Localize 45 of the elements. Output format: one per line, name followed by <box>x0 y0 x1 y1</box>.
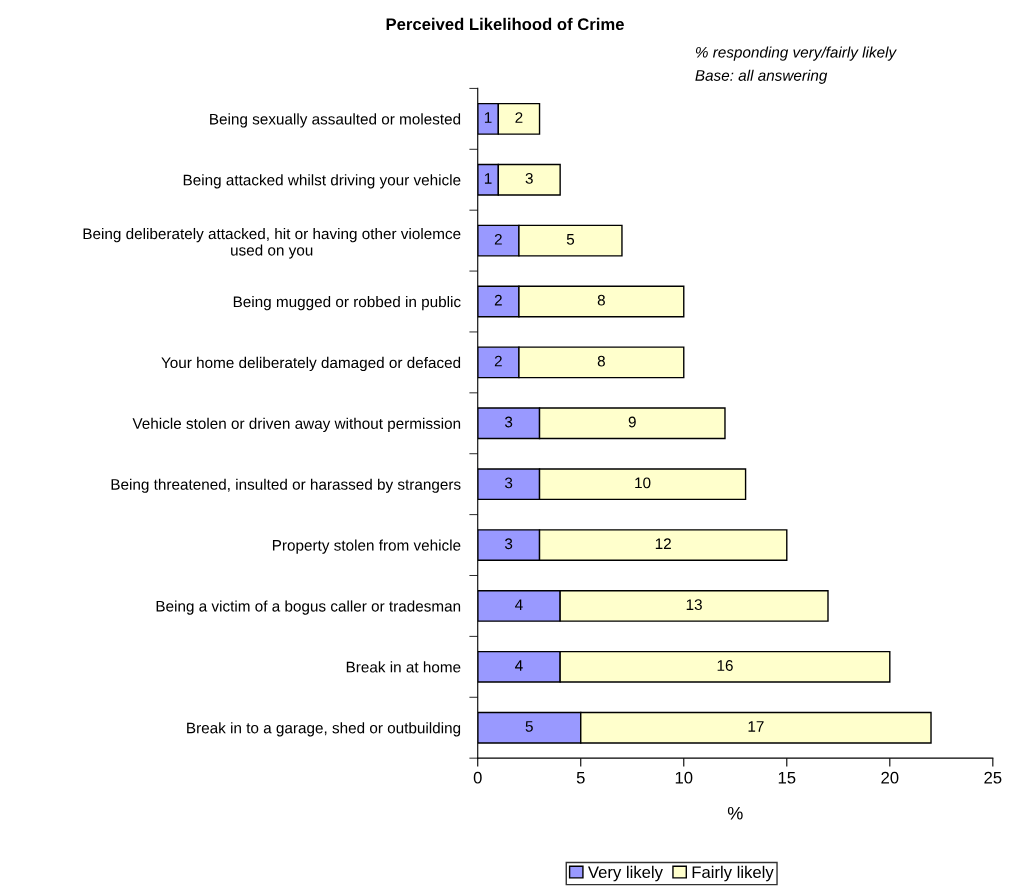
data-label: 4 <box>515 660 523 671</box>
data-label: 8 <box>597 355 605 367</box>
x-tick-label: 25 <box>984 771 1002 784</box>
data-label: 4 <box>515 599 523 610</box>
y-tick-label: Being a victim of a bogus caller or tradesman <box>156 600 461 615</box>
data-label: 3 <box>504 416 513 428</box>
text: % responding very/fairly likely <box>695 46 897 61</box>
data-label: 1 <box>484 112 492 123</box>
legend-label: Very likely <box>588 865 663 882</box>
x-axis-title: % <box>727 806 743 820</box>
x-tick-label: 10 <box>675 771 693 784</box>
chart-title: Perceived Likelihood of Crime <box>386 17 624 31</box>
data-label: 5 <box>525 721 533 732</box>
y-tick-label: Being mugged or robbed in public <box>233 295 461 311</box>
y-tick-label: Your home deliberately damaged or defaced <box>161 356 461 372</box>
data-label: 2 <box>515 112 523 123</box>
data-label: 2 <box>494 233 502 245</box>
data-label: 16 <box>717 660 733 671</box>
x-tick-label: 15 <box>778 771 796 784</box>
data-label: 17 <box>748 721 764 732</box>
y-tick-label: Being deliberately attacked, hit or having other violemce used on you <box>83 227 461 259</box>
data-label: 3 <box>504 477 513 489</box>
y-tick-label: Property stolen from vehicle <box>272 539 461 554</box>
data-label: 2 <box>494 355 502 367</box>
y-tick-label: Break in to a garage, shed or outbuilding <box>187 722 461 737</box>
data-label: 3 <box>504 538 513 550</box>
data-label: 5 <box>566 234 575 245</box>
data-label: 8 <box>597 294 605 306</box>
y-tick-label: Being threatened, insulted or harassed by strangers <box>111 478 461 493</box>
data-label: 12 <box>655 538 671 550</box>
text: Base: all answering <box>695 69 828 84</box>
legend-label: Fairly likely <box>692 865 774 882</box>
x-tick-label: 5 <box>576 771 585 784</box>
y-tick-label: Being attacked whilst driving your vehicle <box>183 174 461 189</box>
data-label: 13 <box>686 599 702 611</box>
data-label: 1 <box>484 173 492 184</box>
x-tick-label: 20 <box>881 771 899 784</box>
data-label: 2 <box>494 294 502 306</box>
y-tick-label: Being sexually assaulted or molested <box>210 113 461 128</box>
x-tick-label: 0 <box>473 771 482 784</box>
data-label: 10 <box>635 477 651 489</box>
data-label: 3 <box>525 173 533 184</box>
y-tick-label: Break in at home <box>346 661 461 673</box>
y-tick-label: Vehicle stolen or driven away without permission <box>132 417 461 432</box>
data-label: 9 <box>628 416 636 428</box>
